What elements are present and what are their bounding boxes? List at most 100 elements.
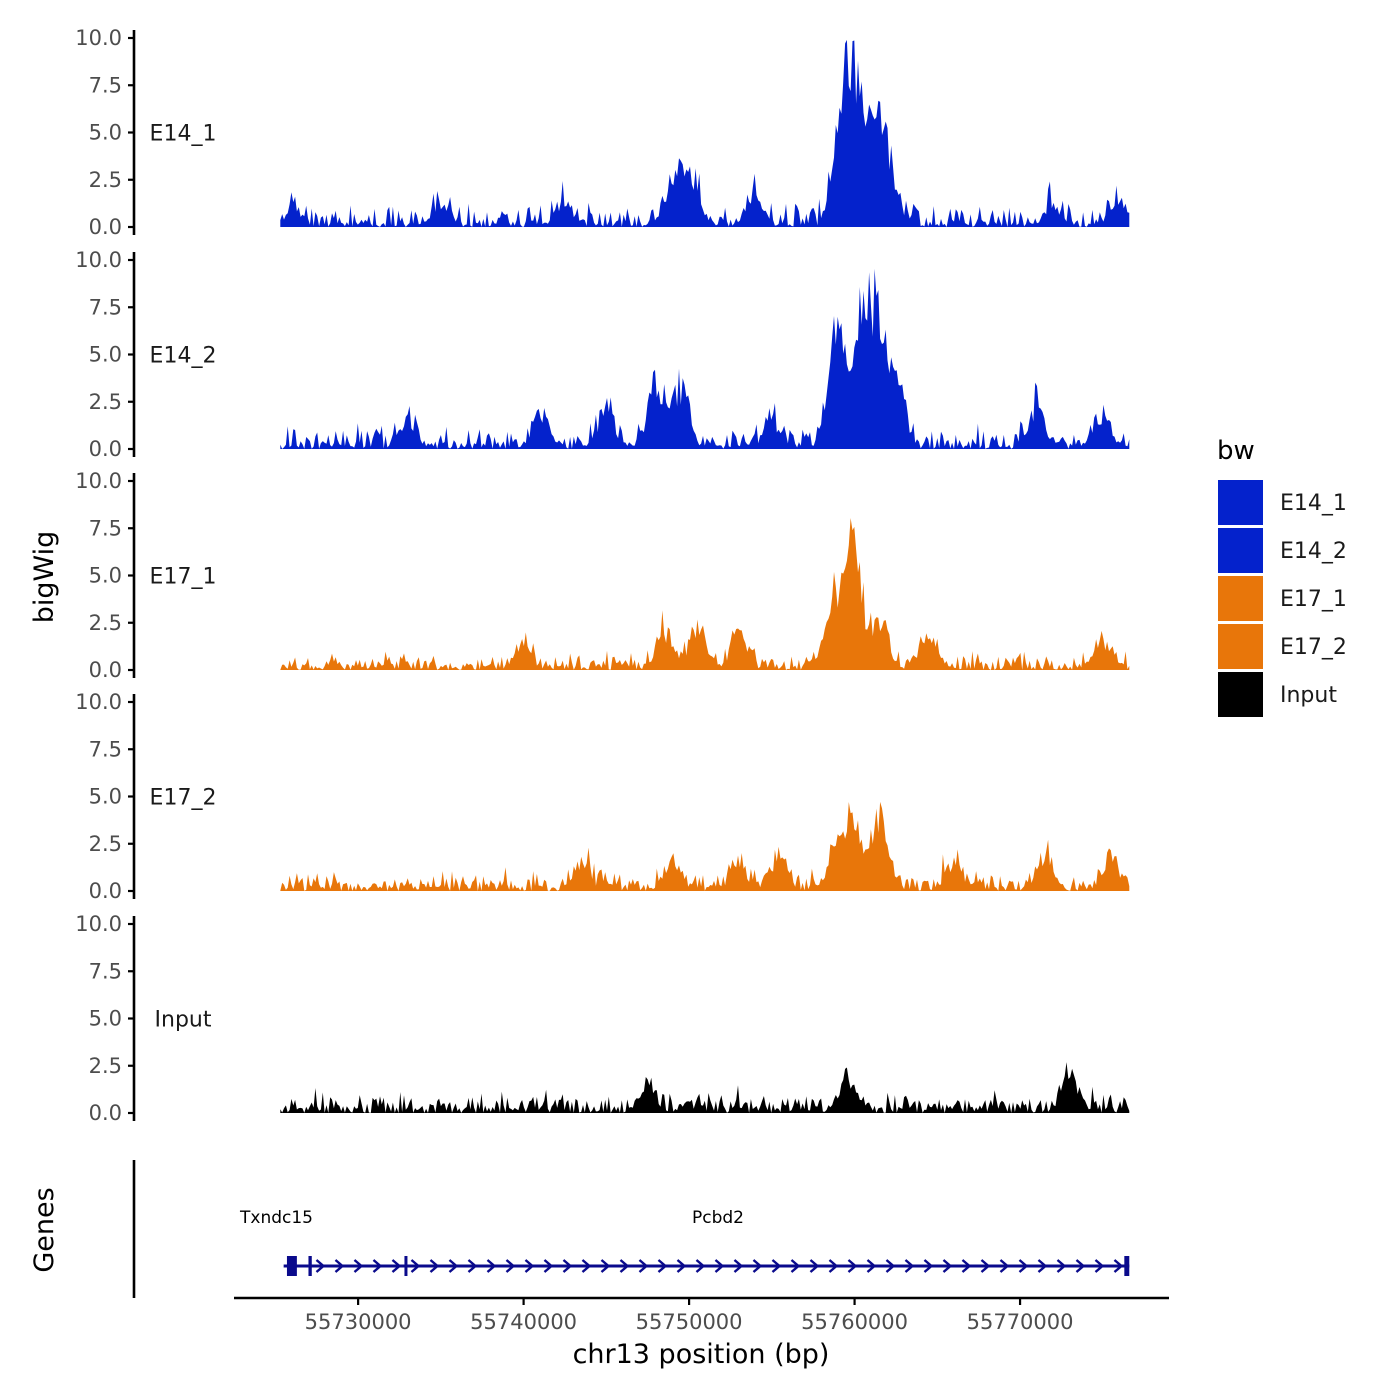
strand-arrow [923,1259,934,1273]
strand-arrow [809,1259,820,1273]
strand-arrow [467,1259,478,1273]
legend: bw E14_1 E14_2 E17_1 E17_2 Input [1217,436,1347,717]
strand-arrow [980,1259,991,1273]
track-label: E17_2 [150,786,217,811]
y-tick-label: 10.0 [75,26,122,50]
strand-arrow [619,1259,630,1273]
strand-arrow [790,1259,801,1273]
track-label: E14_2 [150,344,217,369]
gene-panel-title: Genes [29,1187,60,1272]
strand-arrow [714,1259,725,1273]
signal-area-Input [280,1062,1130,1113]
strand-arrow [1113,1259,1124,1273]
strand-arrow [562,1259,573,1273]
legend-label-E14_1: E14_1 [1280,491,1347,516]
y-tick-label: 5.0 [89,121,122,145]
strand-arrow [904,1259,915,1273]
legend-title: bw [1217,436,1255,466]
y-tick-label: 10.0 [75,912,122,936]
track-panel-E17_1: 0.0 2.5 5.0 7.5 10.0 E17_1 [75,469,1130,682]
track-panel-E14_2: 0.0 2.5 5.0 7.5 10.0 E14_2 [75,248,1130,461]
y-tick-label: 5.0 [89,1007,122,1031]
gene-label: Pcbd2 [692,1208,744,1228]
strand-arrow [695,1259,706,1273]
strand-arrow [885,1259,896,1273]
strand-arrow [448,1259,459,1273]
track-label: Input [155,1008,212,1033]
strand-arrow [315,1259,326,1273]
x-tick-label: 55770000 [967,1310,1074,1334]
strand-arrow [334,1259,345,1273]
strand-arrow [353,1259,364,1273]
y-tick-label: 7.5 [89,959,122,983]
strand-arrow [638,1259,649,1273]
track-label: E17_1 [150,565,217,590]
legend-key-E14_1 [1218,480,1263,525]
strand-arrow [524,1259,535,1273]
y-tick-label: 7.5 [89,737,122,761]
legend-label-E17_2: E17_2 [1280,635,1347,660]
y-tick-label: 0.0 [89,1101,122,1125]
strand-arrow [1056,1259,1067,1273]
track-panel-E14_1: 0.0 2.5 5.0 7.5 10.0 E14_1 [75,26,1130,239]
signal-area-E14_1 [280,39,1130,228]
y-tick-label: 7.5 [89,73,122,97]
strand-arrow [391,1259,402,1273]
y-tick-label: 0.0 [89,215,122,239]
strand-arrow [372,1259,383,1273]
track-panel-E17_2: 0.0 2.5 5.0 7.5 10.0 E17_2 [75,690,1130,903]
y-tick-label: 10.0 [75,248,122,272]
y-tick-label: 0.0 [89,437,122,461]
strand-arrow [752,1259,763,1273]
strand-arrow [961,1259,972,1273]
strand-arrow [1094,1259,1105,1273]
x-axis: 55730000 55740000 55750000 55760000 55770000 [234,1296,1169,1334]
y-tick-label: 5.0 [89,785,122,809]
x-tick-label: 55760000 [801,1310,908,1334]
exon [286,1256,297,1276]
y-tick-label: 7.5 [89,295,122,319]
strand-arrow [429,1259,440,1273]
strand-arrow [999,1259,1010,1273]
signal-area-E14_2 [280,268,1130,449]
strand-arrow [1075,1259,1086,1273]
gene-Pcbd2 [308,1256,1130,1276]
y-tick-label: 10.0 [75,690,122,714]
strand-arrow [942,1259,953,1273]
strand-arrow [733,1259,744,1273]
y-tick-label: 7.5 [89,516,122,540]
y-tick-label: 2.5 [89,832,122,856]
signal-area-E17_2 [280,801,1130,891]
y-tick-label: 5.0 [89,343,122,367]
strand-arrow [543,1259,554,1273]
strand-arrow [505,1259,516,1273]
strand-arrow [1037,1259,1048,1273]
y-tick-label: 10.0 [75,469,122,493]
exon [404,1256,408,1276]
x-tick-label: 55750000 [636,1310,743,1334]
track-label: E14_1 [150,122,217,147]
legend-label-E14_2: E14_2 [1280,539,1347,564]
y-tick-label: 2.5 [89,390,122,414]
y-tick-label: 2.5 [89,611,122,635]
strand-arrow [771,1259,782,1273]
strand-arrow [600,1259,611,1273]
signal-area-E17_1 [280,518,1130,670]
gene-panel: Txndc15 Pcbd2 [132,1160,1130,1298]
exon [1124,1256,1130,1276]
y-tick-label: 5.0 [89,564,122,588]
strand-arrow [676,1259,687,1273]
strand-arrow [828,1259,839,1273]
y-tick-label: 0.0 [89,879,122,903]
x-tick-label: 55740000 [470,1310,577,1334]
y-tick-label: 2.5 [89,168,122,192]
gene-label: Txndc15 [239,1208,313,1228]
gene-Txndc15 [283,1256,309,1276]
legend-key-E17_2 [1218,624,1263,669]
strand-arrow [657,1259,668,1273]
strand-arrow [486,1259,497,1273]
track-panels: 0.0 2.5 5.0 7.5 10.0 E14_1 0.0 2.5 5.0 7.5 10.0 E14… [75,26,1130,1125]
x-axis-title: chr13 position (bp) [573,1339,830,1370]
strand-arrow [410,1259,421,1273]
